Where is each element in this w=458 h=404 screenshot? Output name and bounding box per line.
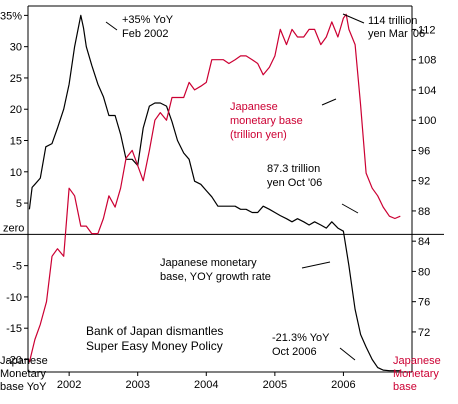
left-tick-label: +35% (0, 10, 22, 22)
annotation-6-line-2: Oct 2006 (272, 346, 317, 358)
right-tick-label: 84 (418, 236, 430, 248)
left-tick-label: 20 (10, 104, 22, 116)
left-tick-label: 5 (16, 198, 22, 210)
right-axis-label-line-2: Monetary (393, 368, 439, 380)
left-tick-label: zero (3, 222, 24, 234)
annotation-leader-4 (341, 203, 359, 214)
chart-title-line-1: Bank of Japan dismantles (86, 324, 223, 338)
annotation-6-line-1: -21.3% YoY (272, 332, 330, 344)
right-tick-label: 88 (418, 206, 430, 218)
x-tick-label: 2003 (125, 379, 149, 391)
series-layer (28, 13, 401, 372)
axes: +35% 30 25 20 15 10 5 zero -5 -10 -15 -20 112 108 104 1… (0, 5, 444, 391)
left-tick-label: 30 (10, 42, 22, 54)
annotation-5-line-2: base, YOY growth rate (160, 271, 271, 283)
series-line-1 (28, 14, 401, 372)
annotation-3-line-3: (trillion yen) (230, 129, 287, 141)
annotation-2-line-1: 114 trillion (368, 15, 417, 27)
left-tick-label: 10 (10, 167, 22, 179)
annotation-leader-5 (301, 261, 331, 269)
series-line-2 (28, 13, 401, 363)
x-tick-label: 2006 (331, 379, 355, 391)
right-axis-label-line-1: Japanese (393, 355, 441, 367)
right-tick-label: 72 (418, 327, 430, 339)
left-axis-label-line-2: Monetary (0, 368, 46, 380)
left-axis-label-line-3: base YoY (0, 381, 47, 393)
right-tick-label: 104 (418, 85, 436, 97)
right-axis-label-line-3: base (393, 381, 417, 393)
right-tick-label: 92 (418, 176, 430, 188)
right-tick-label: 80 (418, 266, 430, 278)
left-tick-label: -5 (12, 261, 22, 273)
annotation-1-line-1: +35% YoY (122, 14, 174, 26)
annotation-5-line-1: Japanese monetary (160, 257, 257, 269)
left-tick-label: 15 (10, 136, 22, 148)
x-tick-label: 2005 (263, 379, 287, 391)
x-tick-label: 2004 (194, 379, 218, 391)
right-tick-label: 76 (418, 297, 430, 309)
annotation-leader-1 (105, 21, 118, 31)
left-tick-label: 25 (10, 73, 22, 85)
left-tick-label: -10 (6, 292, 22, 304)
right-tick-label: 112 (418, 24, 436, 36)
right-tick-label: 108 (418, 55, 436, 67)
x-tick-label: 2002 (57, 379, 81, 391)
annotation-3-line-2: monetary base (230, 115, 303, 127)
right-tick-label: 96 (418, 145, 430, 157)
annotation-2-line-2: yen Mar '06 (368, 28, 425, 40)
left-axis-label-line-1: Japanese (0, 355, 48, 367)
left-tick-label: -15 (6, 323, 22, 335)
annotation-leader-3 (321, 98, 337, 106)
annotation-leader-2 (342, 13, 365, 24)
annotation-1-line-2: Feb 2002 (122, 28, 168, 40)
chart-title-line-2: Super Easy Money Policy (86, 339, 223, 353)
right-tick-label: 100 (418, 115, 436, 127)
annotation-4-line-1: 87.3 trillion (267, 163, 320, 175)
annotation-4-line-2: yen Oct '06 (267, 177, 322, 189)
left-tick-label: -20 (6, 354, 22, 366)
annotation-3-line-1: Japanese (230, 101, 278, 113)
annotation-leader-6 (339, 347, 356, 361)
